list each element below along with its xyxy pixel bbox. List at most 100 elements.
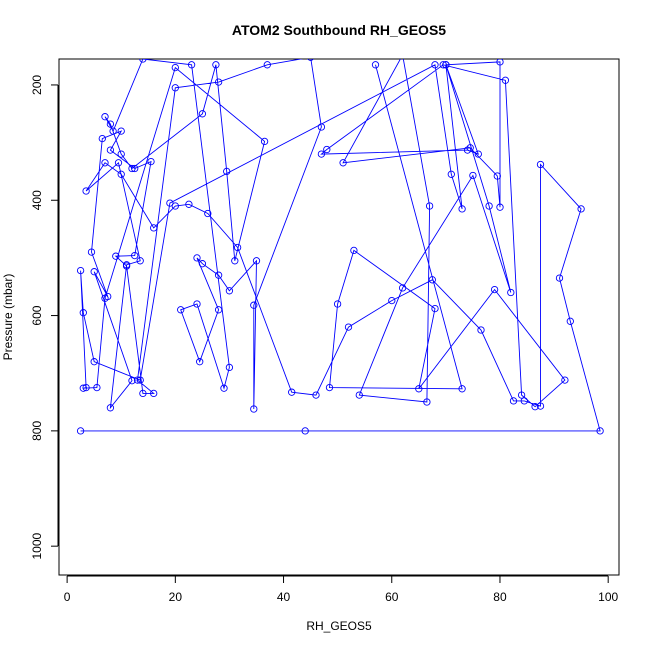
data-point (577, 205, 585, 213)
data-point (501, 76, 510, 84)
data-point (423, 398, 431, 406)
data-point (212, 61, 220, 69)
data-point (101, 159, 109, 167)
data-point (507, 288, 515, 297)
x-axis: 0 20 40 60 80 100 (64, 575, 619, 604)
y-tick-label: 200 (30, 75, 44, 95)
data-point (350, 246, 358, 255)
data-point (214, 271, 223, 279)
data-point (344, 323, 353, 331)
data-point (431, 304, 439, 313)
data-point (106, 404, 115, 412)
data-point (288, 388, 296, 396)
data-point (198, 110, 207, 118)
data-point (101, 294, 109, 302)
data-point (79, 384, 87, 392)
y-tick-label: 800 (30, 421, 44, 441)
data-point (117, 127, 125, 135)
data-point (82, 383, 90, 392)
chart-title: ATOM2 Southbound RH_GEOS5 (232, 22, 446, 38)
data-point (431, 61, 439, 69)
data-point (90, 268, 98, 276)
data-point (114, 159, 123, 167)
data-point (79, 309, 87, 317)
data-point (220, 384, 228, 392)
data-point (439, 61, 447, 69)
data-point (82, 187, 90, 195)
data-point (428, 276, 436, 284)
data-point (252, 257, 261, 265)
data-point (307, 59, 314, 61)
x-tick-label: 80 (493, 590, 507, 604)
data-point (517, 391, 526, 399)
x-tick-label: 20 (169, 590, 183, 604)
data-point (139, 389, 147, 398)
data-point (477, 326, 485, 334)
data-point (101, 113, 109, 121)
x-tick-label: 40 (277, 590, 291, 604)
data-point (177, 306, 185, 314)
data-point (312, 391, 320, 399)
data-point (355, 391, 363, 399)
data-point (425, 202, 434, 210)
data-point (399, 52, 405, 58)
series-line (80, 59, 601, 432)
data-point (193, 300, 201, 308)
data-point (263, 61, 271, 69)
data-point (469, 171, 477, 180)
data-point (214, 306, 223, 314)
data-point (233, 243, 242, 252)
data-point (204, 209, 212, 218)
data-point (371, 61, 380, 69)
data-layer (76, 52, 604, 435)
data-point (458, 385, 466, 393)
data-point (463, 146, 472, 154)
data-point (536, 402, 545, 410)
data-point (250, 405, 258, 413)
data-point (531, 403, 539, 411)
data-point (260, 137, 269, 146)
data-point (415, 385, 423, 393)
data-point (231, 257, 239, 265)
data-point (171, 84, 179, 92)
data-point (187, 61, 196, 69)
data-point (225, 363, 234, 372)
x-tick-label: 60 (385, 590, 399, 604)
data-point (458, 205, 466, 213)
data-point (122, 262, 131, 270)
data-point (442, 61, 450, 69)
data-point (555, 274, 564, 282)
data-point (76, 266, 85, 275)
data-point (76, 427, 85, 435)
data-point (317, 123, 326, 131)
data-point (150, 389, 158, 398)
data-point (139, 59, 147, 63)
data-point (166, 199, 174, 207)
data-point (474, 150, 482, 158)
data-point (133, 376, 142, 384)
data-point (339, 159, 347, 167)
data-point (112, 252, 120, 260)
data-point (106, 120, 115, 128)
data-point (596, 427, 604, 435)
data-point (214, 78, 223, 86)
data-point (109, 127, 117, 135)
data-point (485, 202, 493, 210)
data-point (117, 150, 125, 158)
data-point (147, 157, 155, 166)
y-axis: 200 400 600 800 1000 (30, 75, 59, 560)
y-axis-label: Pressure (mbar) (1, 274, 15, 361)
data-point (131, 251, 139, 260)
data-point (447, 170, 455, 178)
data-point (520, 397, 528, 405)
data-point (196, 358, 204, 366)
data-point (117, 170, 125, 178)
data-point (301, 427, 309, 435)
data-point (131, 164, 139, 173)
data-point (398, 284, 407, 292)
data-point (509, 397, 518, 405)
data-point (128, 377, 136, 385)
data-point (136, 376, 144, 384)
data-point (496, 203, 504, 211)
